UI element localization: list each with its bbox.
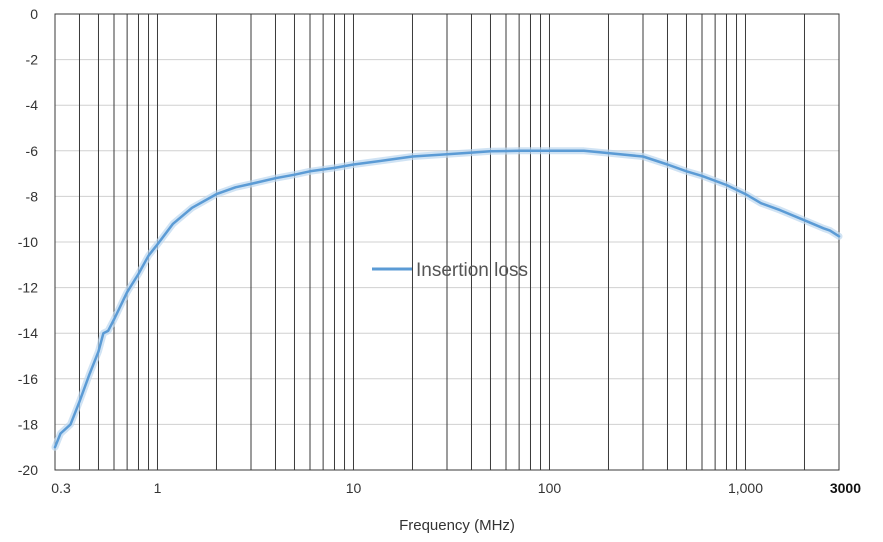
- series-line-insertion-loss: [53, 149, 841, 449]
- x-tick-label: 1,000: [728, 480, 763, 496]
- legend-label-insertion-loss: Insertion loss: [416, 260, 528, 281]
- y-tick-label: -12: [18, 280, 38, 296]
- grid-lines: [54, 13, 840, 471]
- plot-border: [54, 13, 840, 471]
- x-tick-label: 3000: [830, 480, 861, 496]
- x-tick-label: 10: [346, 480, 362, 496]
- x-tick-label: 100: [538, 480, 562, 496]
- y-tick-label: -6: [26, 143, 39, 159]
- y-axis-ticks: 0 -2 -4 -6 -8 -10 -12 -14 -16 -18 -20: [18, 6, 38, 478]
- series-group: [51, 147, 843, 451]
- y-tick-label: -20: [18, 462, 38, 478]
- y-tick-label: -10: [18, 234, 38, 250]
- y-tick-label: 0: [30, 6, 38, 22]
- y-tick-label: -2: [26, 52, 39, 68]
- y-tick-label: -4: [26, 97, 39, 113]
- legend: Insertion loss: [372, 260, 528, 281]
- x-tick-label: 0.3: [51, 480, 71, 496]
- x-axis-label: Frequency (MHz): [399, 517, 515, 534]
- y-tick-label: -18: [18, 416, 38, 432]
- y-tick-label: -14: [18, 325, 38, 341]
- y-tick-label: -16: [18, 371, 38, 387]
- x-axis-ticks: 0.3 1 10 100 1,000 3000: [51, 480, 861, 496]
- x-tick-label: 1: [154, 480, 162, 496]
- y-tick-label: -8: [26, 188, 39, 204]
